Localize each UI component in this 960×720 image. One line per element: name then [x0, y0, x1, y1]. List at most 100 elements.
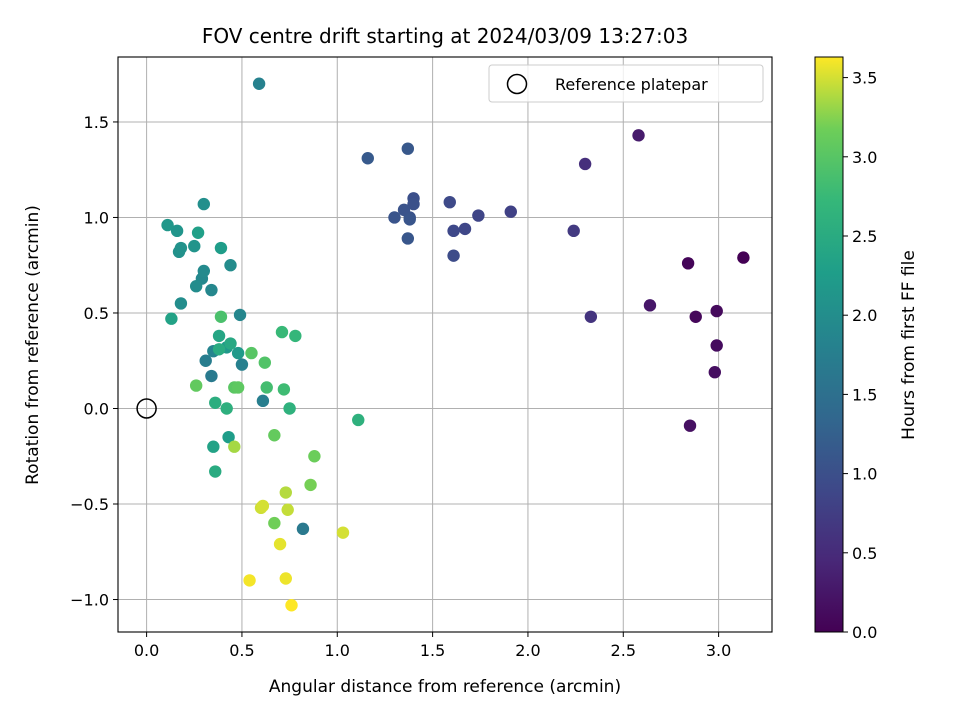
scatter-point: [708, 365, 721, 379]
scatter-point: [279, 486, 292, 499]
reference-point-marker: [136, 398, 157, 419]
legend-marker-icon: [506, 73, 528, 95]
scatter-point: [188, 239, 201, 253]
scatter-point: [273, 537, 287, 551]
scatter-point: [209, 396, 222, 409]
scatter-point: [689, 310, 702, 324]
colorbar-tick-label: 0.5: [852, 544, 877, 563]
scatter-point: [397, 203, 411, 217]
scatter-point: [504, 205, 517, 218]
scatter-point: [281, 503, 294, 516]
x-tick-label: 0.0: [134, 641, 159, 660]
scatter-point: [189, 379, 203, 392]
plot-frame: [117, 56, 773, 633]
scatter-point: [191, 226, 205, 239]
scatter-point: [296, 522, 310, 536]
scatter-point: [683, 419, 697, 432]
scatter-point: [199, 354, 212, 367]
scatter-point: [401, 142, 415, 155]
colorbar-ticks: 0.0 0.5 1.0 1.5 2.0 2.5 3.0 3.5: [843, 69, 877, 642]
y-axis-label: Rotation from reference (arcmin): [23, 205, 43, 485]
scatter-point: [260, 381, 273, 394]
scatter-point: [214, 241, 228, 255]
scatter-point: [447, 224, 460, 238]
y-axis-ticks: 1.5 1.0 0.5 0.0 −0.5 −1.0: [70, 113, 118, 610]
scatter-point: [233, 308, 247, 322]
scatter-point: [643, 299, 657, 312]
scatter-point: [212, 329, 226, 343]
scatter-point: [567, 224, 580, 238]
y-tick-label: 1.0: [84, 208, 109, 227]
scatter-point: [584, 310, 598, 324]
scatter-point: [252, 77, 266, 90]
scatter-point: [205, 283, 218, 297]
scatter-point: [174, 241, 188, 255]
scatter-point: [228, 440, 241, 453]
scatter-point: [258, 356, 272, 369]
scatter-point: [277, 383, 291, 396]
scatter-point: [256, 394, 270, 408]
scatter-point: [220, 402, 233, 415]
colorbar-tick-label: 3.5: [852, 69, 877, 88]
scatter-point: [632, 129, 645, 142]
scatter-point: [245, 346, 258, 360]
scatter-point: [222, 430, 235, 444]
x-tick-label: 3.0: [706, 641, 731, 660]
scatter-point: [458, 222, 472, 236]
scatter-point: [224, 337, 237, 350]
y-tick-label: 0.0: [84, 399, 109, 418]
colorbar-tick-label: 0.0: [852, 623, 877, 642]
scatter-point: [737, 251, 750, 264]
scatter-point: [447, 249, 460, 262]
scatter-point: [165, 312, 178, 325]
scatter-point: [710, 304, 723, 318]
y-tick-label: −0.5: [70, 495, 109, 514]
scatter-point: [170, 224, 184, 238]
scatter-point: [243, 574, 256, 587]
scatter-point: [197, 197, 211, 211]
scatter-point: [361, 152, 374, 165]
scatter-point: [279, 572, 292, 585]
legend-box: [488, 64, 764, 103]
legend: Reference platepar: [488, 64, 764, 103]
scatter-point: [268, 429, 281, 442]
y-tick-label: −1.0: [70, 591, 109, 610]
scatter-point: [214, 310, 228, 324]
scatter-point: [352, 413, 365, 427]
chart-title: FOV centre drift starting at 2024/03/09 …: [202, 24, 688, 48]
x-tick-label: 2.5: [611, 641, 636, 660]
scatter-point: [681, 257, 695, 270]
scatter-point: [289, 329, 302, 343]
grid-lines: [118, 57, 772, 632]
x-axis-label: Angular distance from reference (arcmin): [269, 677, 621, 697]
colorbar-tick-label: 3.0: [852, 148, 877, 167]
x-tick-label: 1.0: [325, 641, 350, 660]
colorbar-tick-label: 2.5: [852, 227, 877, 246]
scatter-point: [197, 264, 211, 278]
scatter-point: [256, 499, 270, 513]
scatter-point: [407, 197, 420, 211]
scatter-point: [472, 209, 485, 222]
colorbar-label: Hours from first FF file: [899, 250, 919, 440]
scatter-point: [403, 213, 416, 226]
x-axis-ticks: 0.0 0.5 1.0 1.5 2.0 2.5 3.0: [134, 632, 731, 660]
colorbar-tick-label: 2.0: [852, 306, 877, 325]
scatter-point: [161, 218, 174, 232]
y-tick-label: 0.5: [84, 304, 109, 323]
y-tick-label: 1.5: [84, 113, 109, 132]
scatter-point: [275, 325, 289, 339]
scatter-point: [205, 369, 218, 383]
scatter-point: [212, 343, 226, 356]
x-tick-label: 0.5: [229, 641, 254, 660]
scatter-point: [231, 346, 245, 360]
x-tick-label: 2.0: [515, 641, 540, 660]
x-tick-label: 1.5: [420, 641, 445, 660]
scatter-point: [710, 339, 723, 352]
scatter-point: [224, 259, 237, 272]
colorbar-tick-label: 1.0: [852, 465, 877, 484]
scatter-point: [304, 478, 317, 492]
scatter-point: [174, 297, 188, 310]
scatter-points: [161, 77, 750, 612]
scatter-point: [207, 440, 220, 453]
